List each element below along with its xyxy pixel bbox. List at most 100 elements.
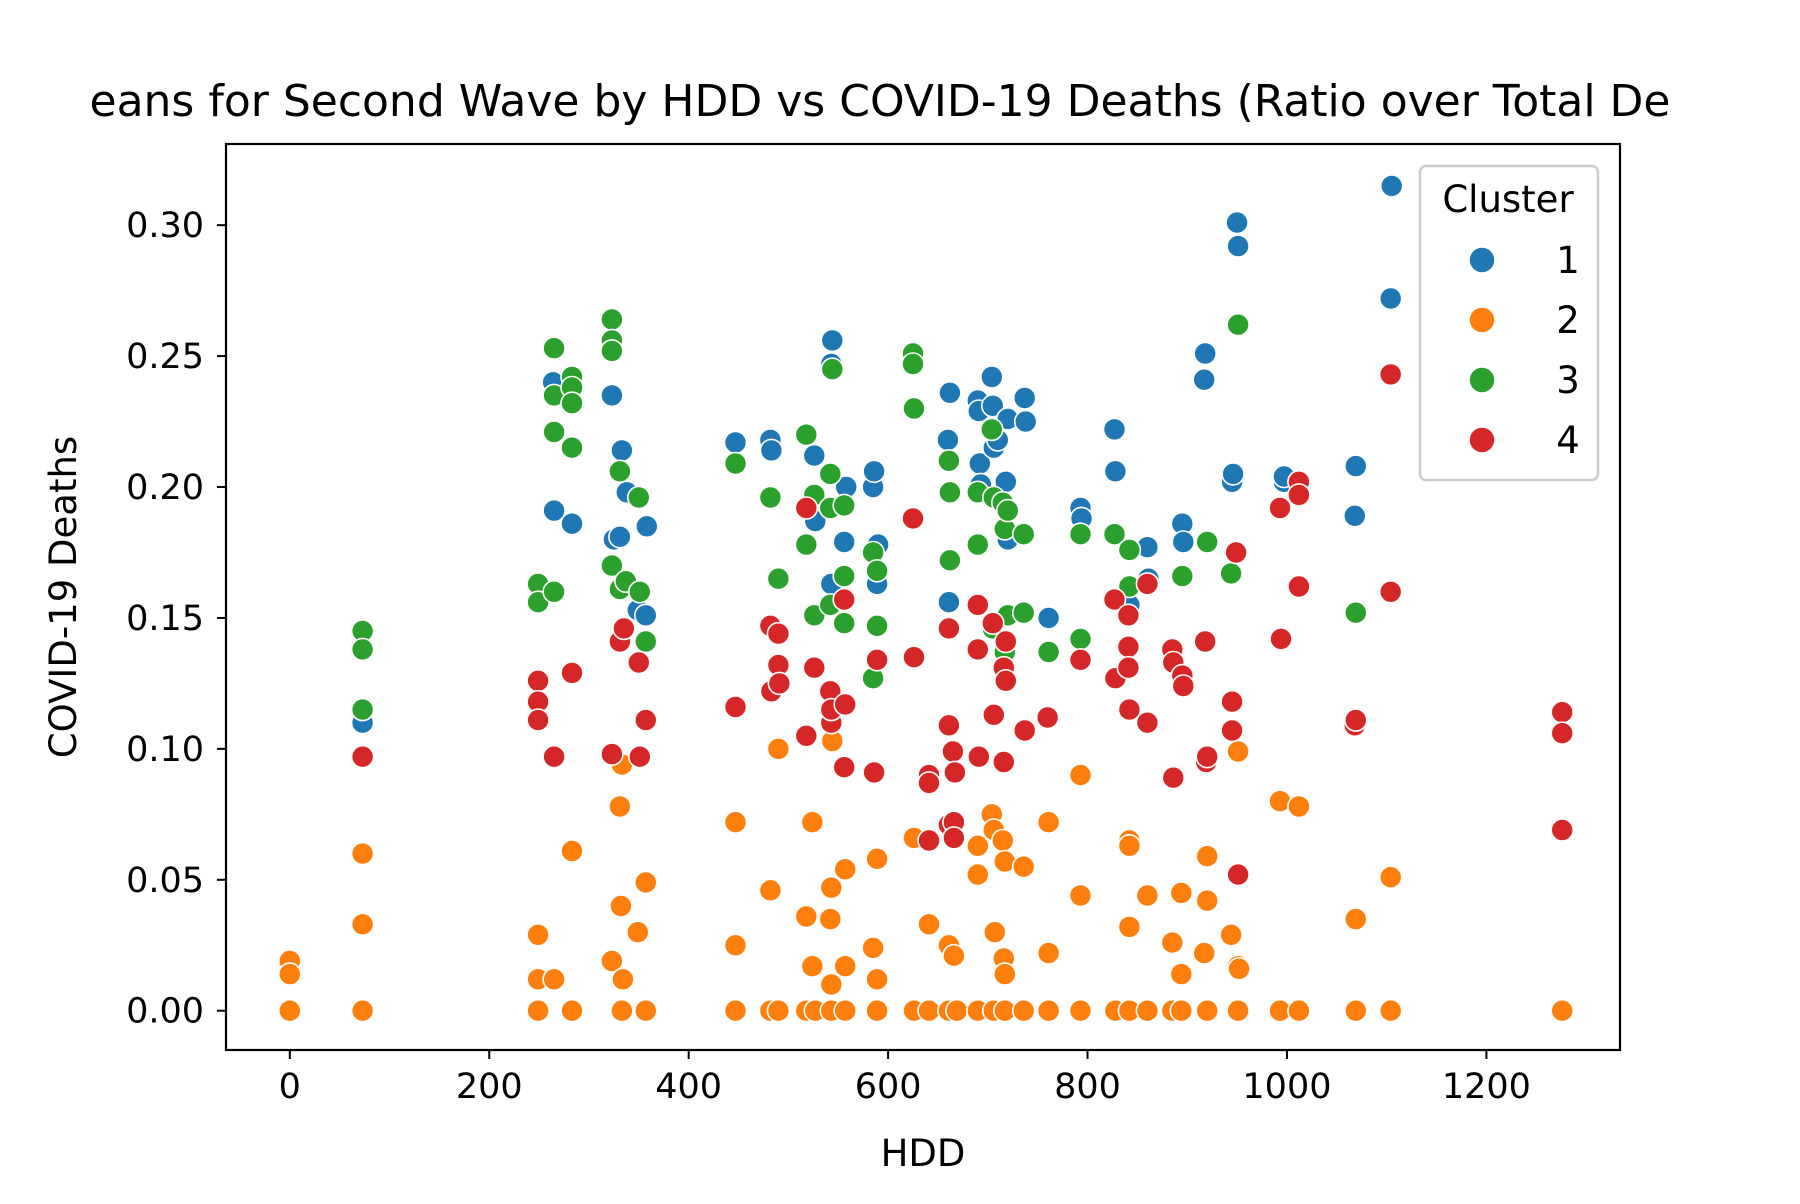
data-point [1269, 627, 1293, 651]
data-point [350, 637, 375, 662]
y-tick-label: 0.10 [126, 730, 204, 770]
data-point [993, 629, 1018, 654]
data-point [1226, 862, 1250, 887]
data-point [1220, 689, 1244, 714]
data-point [611, 967, 635, 992]
data-point [1227, 956, 1251, 981]
data-point [723, 998, 748, 1023]
data-point [865, 613, 889, 638]
data-point [1135, 998, 1160, 1023]
data-point [1169, 881, 1194, 905]
data-point [937, 590, 961, 615]
data-point [1221, 462, 1245, 486]
data-point [818, 907, 843, 931]
data-point [1012, 718, 1037, 743]
data-point [1344, 708, 1368, 732]
data-point [1011, 600, 1036, 625]
data-point [937, 448, 961, 473]
data-point [1011, 522, 1036, 547]
data-point [965, 862, 990, 887]
data-point [1378, 579, 1403, 604]
data-point [1116, 634, 1141, 659]
data-point [608, 524, 632, 549]
data-point [627, 744, 652, 769]
data-point [1102, 417, 1127, 442]
data-point [766, 998, 791, 1023]
data-point [1195, 888, 1219, 913]
data-point [938, 548, 962, 573]
data-point [865, 998, 889, 1023]
data-point [1116, 603, 1141, 628]
data-point [723, 810, 748, 835]
data-point [1068, 647, 1093, 672]
data-point [800, 810, 825, 835]
data-point [1171, 530, 1196, 554]
data-point [818, 462, 843, 486]
data-point [982, 920, 1007, 945]
legend-label: 4 [1556, 419, 1580, 462]
data-point [862, 459, 886, 484]
data-point [1378, 286, 1403, 311]
data-point [980, 393, 1005, 418]
data-point [600, 307, 624, 332]
data-point [1036, 606, 1061, 630]
data-point [820, 357, 845, 382]
data-point [758, 878, 783, 903]
data-point [1135, 572, 1160, 596]
data-point [819, 875, 844, 900]
data-point [625, 920, 650, 945]
data-point [862, 760, 886, 785]
data-point [1287, 794, 1311, 819]
data-point [865, 967, 889, 992]
data-point [600, 553, 624, 578]
legend-label: 3 [1556, 359, 1580, 402]
data-point [1117, 833, 1142, 858]
data-point [626, 485, 651, 510]
data-point [965, 637, 990, 662]
data-point [767, 671, 792, 696]
data-point [1117, 915, 1142, 939]
legend-label: 2 [1556, 299, 1580, 342]
y-tick-label: 0.30 [126, 206, 204, 246]
data-point [350, 998, 375, 1023]
data-point [277, 998, 302, 1023]
data-point [526, 998, 550, 1023]
data-point [938, 380, 962, 405]
data-point [560, 839, 584, 863]
data-point [1193, 341, 1217, 366]
data-point [865, 846, 889, 871]
data-point [902, 645, 926, 670]
data-point [1226, 234, 1250, 258]
data-point [759, 438, 784, 463]
data-point [979, 417, 1004, 442]
legend-title: Cluster [1442, 178, 1574, 221]
data-point [938, 480, 962, 505]
data-point [1011, 854, 1036, 879]
data-point [1268, 496, 1292, 520]
data-point [936, 428, 960, 452]
data-point [542, 498, 566, 523]
data-point [1550, 700, 1574, 725]
data-point [992, 962, 1017, 986]
data-point [723, 695, 748, 719]
data-point [723, 933, 748, 958]
legend-marker [1468, 306, 1496, 334]
data-point [1068, 627, 1093, 651]
data-point [526, 668, 550, 693]
data-point [965, 833, 990, 858]
data-point [1013, 409, 1038, 434]
data-point [350, 697, 375, 722]
data-point [350, 841, 375, 866]
data-point [917, 828, 941, 853]
data-point [1344, 454, 1368, 478]
data-point [542, 420, 566, 444]
data-point [833, 954, 858, 979]
data-point [1068, 883, 1093, 908]
data-point [802, 443, 827, 468]
data-point [634, 514, 659, 539]
data-point [609, 894, 633, 918]
data-point [941, 739, 965, 764]
data-point [1117, 538, 1142, 562]
data-point [560, 998, 584, 1023]
data-point [1550, 998, 1574, 1023]
